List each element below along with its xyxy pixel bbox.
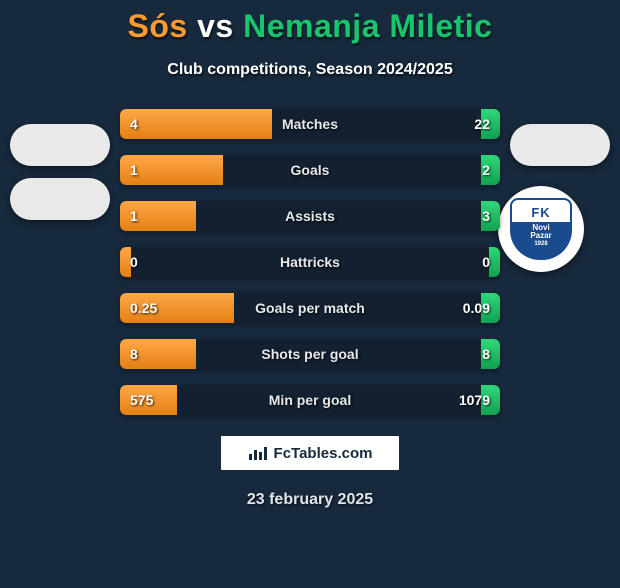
stat-label: Goals: [120, 155, 500, 185]
stat-label: Goals per match: [120, 293, 500, 323]
stat-row: 0Hattricks0: [120, 247, 500, 277]
club1-badge: [10, 178, 110, 220]
stat-label: Shots per goal: [120, 339, 500, 369]
bars-icon: [248, 445, 268, 461]
player2-name: Nemanja Miletic: [243, 8, 492, 44]
vs-text: vs: [197, 8, 234, 44]
subtitle: Club competitions, Season 2024/2025: [0, 61, 620, 79]
stat-label: Min per goal: [120, 385, 500, 415]
player2-avatar: [510, 124, 610, 166]
badge-top-text: FK: [510, 198, 572, 224]
stat-row: 4Matches22: [120, 109, 500, 139]
badge-bottom: Novi Pazar 1928: [510, 222, 572, 260]
stat-label: Assists: [120, 201, 500, 231]
comparison-title: Sós vs Nemanja Miletic: [0, 8, 620, 45]
right-value: 3: [482, 201, 490, 231]
stat-row: 1Assists3: [120, 201, 500, 231]
right-value: 0: [482, 247, 490, 277]
brand-text: FcTables.com: [274, 445, 373, 462]
right-value: 22: [474, 109, 490, 139]
badge-line2: Pazar: [530, 232, 551, 240]
stat-row: 8Shots per goal8: [120, 339, 500, 369]
player1-name: Sós: [128, 8, 188, 44]
right-value: 0.09: [463, 293, 490, 323]
shield-icon: FK Novi Pazar 1928: [510, 198, 572, 260]
brand-badge: FcTables.com: [220, 435, 400, 471]
badge-year: 1928: [534, 241, 547, 247]
right-value: 1079: [459, 385, 490, 415]
stat-row: 575Min per goal1079: [120, 385, 500, 415]
club2-badge-inner: FK Novi Pazar 1928: [510, 198, 572, 260]
stat-label: Matches: [120, 109, 500, 139]
date-text: 23 february 2025: [0, 491, 620, 509]
right-value: 8: [482, 339, 490, 369]
stat-row: 1Goals2: [120, 155, 500, 185]
player1-avatar: [10, 124, 110, 166]
stat-row: 0.25Goals per match0.09: [120, 293, 500, 323]
stats-container: 4Matches22 1Goals2 1Assists3 0Hattricks0 0.2…: [120, 109, 500, 415]
right-value: 2: [482, 155, 490, 185]
club2-badge: FK Novi Pazar 1928: [498, 186, 584, 272]
stat-label: Hattricks: [120, 247, 500, 277]
